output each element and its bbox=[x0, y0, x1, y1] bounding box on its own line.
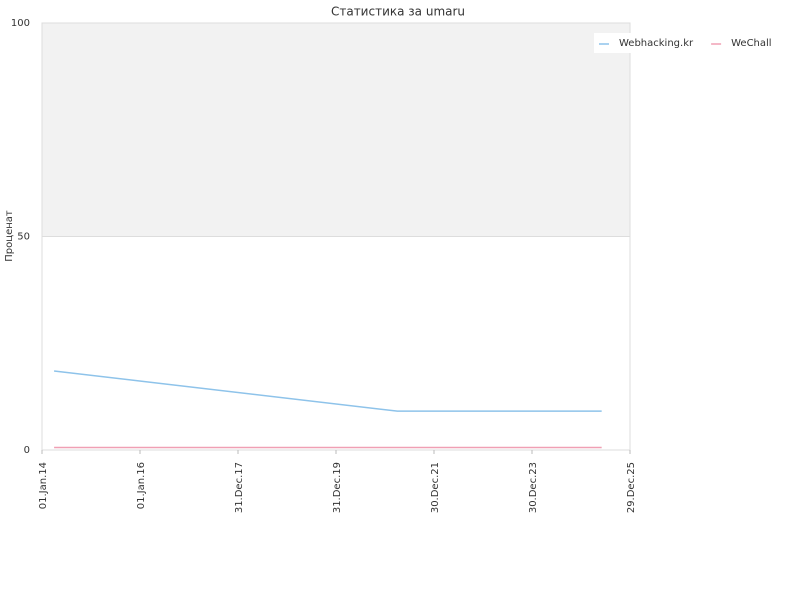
legend-label: Webhacking.kr bbox=[619, 38, 694, 49]
legend-label: WeChall bbox=[731, 38, 771, 49]
y-tick-label: 100 bbox=[11, 18, 30, 29]
line bbox=[53, 370, 602, 412]
x-tick-label: 29.Dec.25 bbox=[626, 462, 637, 513]
x-tick-label: 31.Dec.17 bbox=[234, 462, 245, 513]
y-axis-label: Проценат bbox=[4, 210, 15, 262]
x-tick-label: 30.Dec.23 bbox=[528, 462, 539, 513]
chart-title: Статистика за umaru bbox=[331, 5, 465, 19]
y-tick-label: 50 bbox=[17, 232, 30, 243]
legend-box bbox=[594, 33, 784, 53]
x-tick-label: 01.Jan.14 bbox=[38, 462, 49, 509]
x-tick-label: 30.Dec.21 bbox=[430, 462, 441, 513]
x-tick-label: 31.Dec.19 bbox=[332, 462, 343, 513]
x-tick-label: 01.Jan.16 bbox=[136, 462, 147, 509]
plot-band bbox=[42, 23, 630, 237]
y-tick-label: 0 bbox=[24, 445, 30, 456]
